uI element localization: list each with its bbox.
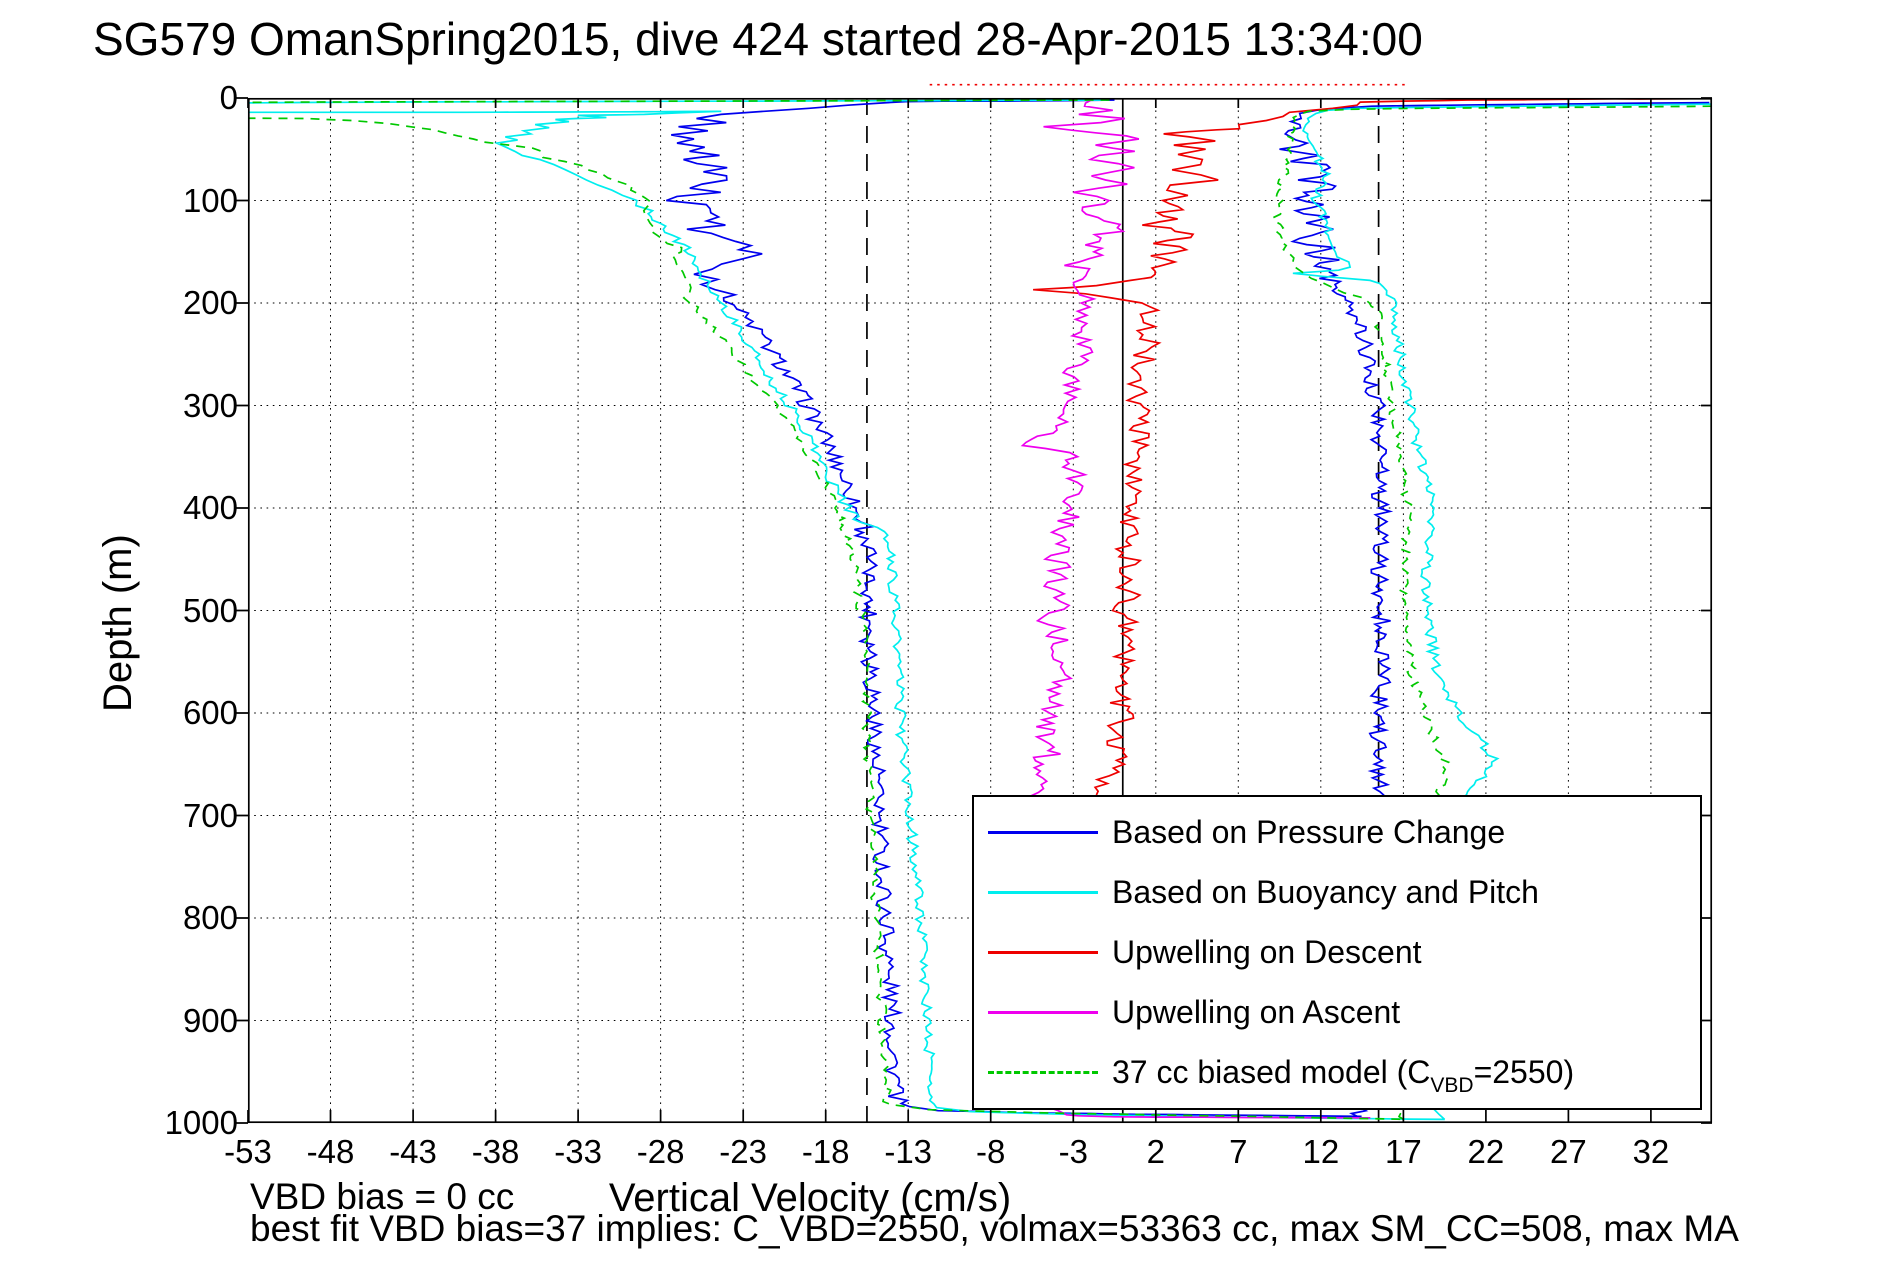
x-tick-label: -13 [884, 1133, 933, 1170]
y-tick-label: 0 [219, 79, 238, 116]
x-tick-label: -53 [224, 1133, 272, 1170]
legend-label-subscript: VBD [1430, 1073, 1474, 1097]
x-axis-label: Vertical Velocity (cm/s) [608, 1176, 1012, 1220]
x-tick-label: 17 [1384, 1133, 1422, 1170]
legend-line-sample-red [988, 950, 1098, 954]
legend-entry-buoyancy-pitch: Based on Buoyancy and Pitch [988, 874, 1700, 911]
series-upwelling-descent [1033, 98, 1712, 796]
legend-line-sample-magenta [988, 1010, 1098, 1014]
y-tick-label: 800 [182, 899, 238, 936]
x-tick-label: -43 [389, 1133, 437, 1170]
legend-label: Upwelling on Ascent [1112, 993, 1401, 1030]
chart-title: SG579 OmanSpring2015, dive 424 started 2… [93, 13, 1423, 65]
x-tick-label: -33 [554, 1133, 602, 1170]
y-tick-label: 100 [182, 181, 238, 219]
x-tick-label: -28 [636, 1133, 685, 1170]
legend-entry-pressure-change: Based on Pressure Change [988, 814, 1700, 851]
legend-label: Based on Buoyancy and Pitch [1112, 874, 1539, 911]
x-tick-label: -8 [976, 1133, 1006, 1170]
legend-label: 37 cc biased model (CVBD=2550) [1112, 1053, 1575, 1097]
x-tick-label: 12 [1302, 1133, 1340, 1170]
x-tick-label: 32 [1632, 1133, 1670, 1170]
legend-entry-upwelling-descent: Upwelling on Descent [988, 934, 1700, 971]
y-tick-label: 1000 [164, 1104, 238, 1141]
y-tick-label: 900 [182, 1001, 238, 1039]
best-fit-annotation: best fit VBD bias=37 implies: C_VBD=2550… [250, 1208, 1739, 1249]
series-buoyancy-pitch [248, 110, 1445, 1121]
y-tick-label: 700 [182, 796, 238, 834]
y-tick-label: 400 [182, 489, 238, 526]
legend-entry-biased-model: 37 cc biased model (CVBD=2550) [988, 1053, 1700, 1097]
y-tick-label: 300 [182, 386, 238, 424]
x-tick-label: 27 [1550, 1133, 1587, 1170]
legend-box: Based on Pressure Change Based on Buoyan… [972, 795, 1702, 1110]
vbd-bias-annotation: VBD bias = 0 cc [250, 1176, 515, 1217]
axis-ticks [234, 97, 1712, 1124]
legend-entry-upwelling-ascent: Upwelling on Ascent [988, 994, 1700, 1031]
y-tick-label: 600 [182, 694, 238, 731]
series-biased-model [248, 117, 1408, 1121]
x-tick-label: -48 [306, 1133, 355, 1170]
y-tick-label: 500 [182, 591, 238, 629]
x-tick-label: -3 [1058, 1133, 1088, 1170]
x-tick-label: -18 [801, 1133, 850, 1170]
x-tick-label: 2 [1146, 1133, 1165, 1170]
x-tick-label: 7 [1229, 1133, 1248, 1170]
legend-line-sample-blue [988, 831, 1098, 835]
x-tick-label: -23 [719, 1133, 767, 1170]
x-tick-label: 22 [1467, 1133, 1505, 1170]
series-biased-model [248, 99, 1110, 104]
series-pressure-change [665, 99, 1362, 1118]
y-axis-label: Depth (m) [96, 534, 140, 712]
legend-label: Upwelling on Descent [1112, 933, 1422, 970]
legend-line-sample-green-dashed [988, 1070, 1098, 1074]
legend-line-sample-cyan [988, 891, 1098, 895]
x-tick-label: -38 [471, 1133, 520, 1170]
legend-label: Based on Pressure Change [1112, 814, 1506, 851]
y-tick-label: 200 [182, 284, 238, 321]
